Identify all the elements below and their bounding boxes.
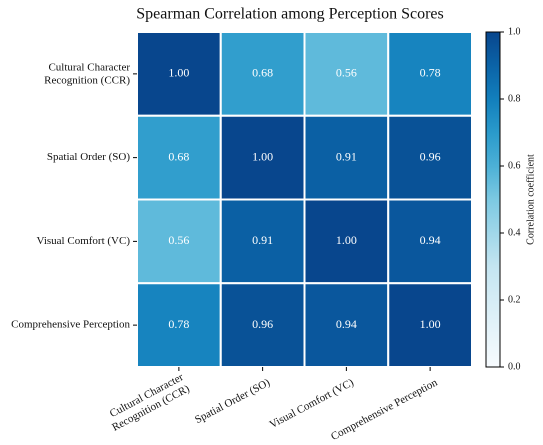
cell-label: 0.94	[420, 233, 441, 247]
heatmap-cell	[387, 31, 473, 117]
x-label-group: Cultural CharacterRecognition (CCR)	[104, 371, 192, 434]
colorbar-tick-label: 0.2	[508, 294, 521, 305]
cell-label: 0.68	[252, 66, 273, 80]
x-tick-label: Visual Comfort (VC)	[268, 376, 356, 431]
x-tick-label: Spatial Order (SO)	[193, 376, 272, 426]
x-tick-label: Cultural CharacterRecognition (CCR)	[104, 371, 192, 434]
colorbar-tick-label: 0.0	[508, 361, 521, 372]
cell-label: 1.00	[336, 233, 357, 247]
cell-label: 0.78	[168, 317, 189, 331]
colorbar-tick-label: 0.4	[508, 227, 521, 238]
y-tick-label: Spatial Order (SO)	[47, 151, 130, 163]
x-label-group: Spatial Order (SO)	[193, 376, 272, 426]
chart-title: Spearman Correlation among Perception Sc…	[136, 6, 443, 23]
heatmap-cell	[219, 114, 306, 201]
cell-label: 0.91	[252, 233, 273, 247]
heatmap-cell	[219, 31, 306, 117]
colorbar-tick-label: 1.0	[508, 26, 521, 37]
cell-label: 0.91	[336, 149, 357, 163]
colorbar-tick-label: 0.6	[508, 160, 521, 171]
y-tick-label: Cultural Character Recognition (CCR)	[44, 61, 130, 86]
heatmap-cell	[219, 282, 306, 368]
heatmap-cell	[387, 114, 473, 201]
cell-label: 0.68	[168, 149, 189, 163]
colorbar-label: Correlation coefficient	[525, 154, 536, 245]
cell-label: 0.94	[336, 317, 357, 331]
cell-label: 0.56	[336, 66, 357, 80]
colorbar-tick-label: 0.8	[508, 93, 521, 104]
cell-label: 0.78	[420, 66, 441, 80]
y-tick-label: Visual Comfort (VC)	[37, 235, 131, 247]
cell-label: 1.00	[252, 149, 273, 163]
cell-label: 0.56	[168, 233, 189, 247]
heatmap-cell	[219, 198, 306, 285]
y-tick-label: Comprehensive Perception	[11, 319, 130, 331]
x-label-group: Visual Comfort (VC)	[268, 376, 356, 431]
heatmap-cell	[387, 282, 473, 368]
cell-label: 1.00	[168, 66, 189, 80]
heatmap-cell	[387, 198, 473, 285]
cell-label: 0.96	[420, 149, 441, 163]
cell-label: 1.00	[420, 317, 441, 331]
cell-label: 0.96	[252, 317, 273, 331]
colorbar	[485, 31, 501, 368]
